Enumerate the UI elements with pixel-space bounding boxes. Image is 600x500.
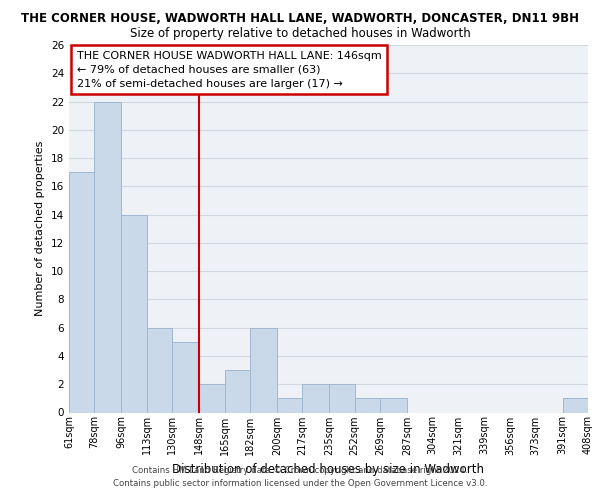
Bar bbox=[302, 384, 329, 412]
Text: THE CORNER HOUSE WADWORTH HALL LANE: 146sqm
← 79% of detached houses are smaller: THE CORNER HOUSE WADWORTH HALL LANE: 146… bbox=[77, 50, 382, 88]
Text: Contains HM Land Registry data © Crown copyright and database right 2024.
Contai: Contains HM Land Registry data © Crown c… bbox=[113, 466, 487, 487]
Bar bbox=[277, 398, 302, 412]
Bar bbox=[94, 102, 121, 412]
Bar bbox=[563, 398, 588, 412]
Text: THE CORNER HOUSE, WADWORTH HALL LANE, WADWORTH, DONCASTER, DN11 9BH: THE CORNER HOUSE, WADWORTH HALL LANE, WA… bbox=[21, 12, 579, 26]
Bar bbox=[199, 384, 224, 412]
Bar bbox=[69, 172, 94, 412]
Bar bbox=[224, 370, 250, 412]
Bar bbox=[147, 328, 172, 412]
Bar bbox=[329, 384, 355, 412]
Bar bbox=[380, 398, 407, 412]
Bar bbox=[172, 342, 199, 412]
Bar bbox=[250, 328, 277, 412]
Bar bbox=[355, 398, 380, 412]
Text: Size of property relative to detached houses in Wadworth: Size of property relative to detached ho… bbox=[130, 28, 470, 40]
Bar bbox=[121, 214, 147, 412]
Y-axis label: Number of detached properties: Number of detached properties bbox=[35, 141, 46, 316]
X-axis label: Distribution of detached houses by size in Wadworth: Distribution of detached houses by size … bbox=[173, 463, 485, 476]
